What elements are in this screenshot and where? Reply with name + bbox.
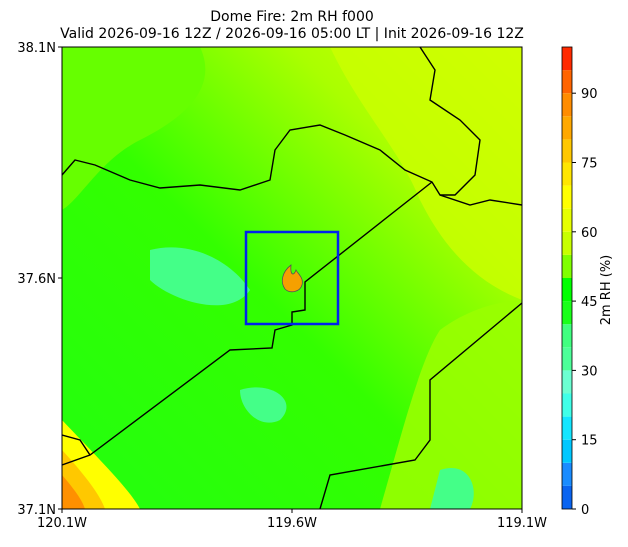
map — [62, 47, 522, 509]
x-tick-label: 120.1W — [37, 516, 87, 531]
colorbar-tick-label: 0 — [581, 503, 589, 518]
colorbar-band — [562, 47, 572, 71]
colorbar-band — [562, 416, 572, 440]
colorbar-band — [562, 208, 572, 232]
colorbar-label: 2m RH (%) — [599, 255, 614, 326]
colorbar-band — [562, 485, 572, 509]
colorbar-band — [562, 462, 572, 486]
colorbar-tick-label: 60 — [581, 226, 598, 241]
colorbar-band — [562, 393, 572, 417]
colorbar-band — [562, 231, 572, 255]
colorbar-band — [562, 278, 572, 302]
colorbar-frame — [561, 46, 573, 510]
y-tick-label: 37.6N — [17, 272, 56, 287]
x-tick-label: 119.6W — [267, 516, 317, 531]
colorbar-tick-label: 30 — [581, 364, 598, 379]
colorbar-band — [562, 254, 572, 278]
title: Dome Fire: 2m RH f000 — [210, 9, 374, 25]
colorbar-band — [562, 370, 572, 394]
colorbar-band — [562, 301, 572, 325]
colorbar-band — [562, 185, 572, 209]
x-tick-label: 119.1W — [497, 516, 547, 531]
colorbar-tick-label: 15 — [581, 434, 598, 449]
colorbar-band — [562, 139, 572, 163]
colorbar-tick-label: 90 — [581, 87, 598, 102]
colorbar-band — [562, 347, 572, 371]
colorbar-tick-label: 75 — [581, 157, 598, 172]
colorbar-band — [562, 116, 572, 140]
colorbar-tick-label: 45 — [581, 295, 598, 310]
y-tick-label: 37.1N — [17, 503, 56, 518]
colorbar-band — [562, 93, 572, 117]
colorbar-band — [562, 324, 572, 348]
y-tick-label: 38.1N — [17, 41, 56, 56]
colorbar-band — [562, 162, 572, 186]
colorbar-band — [562, 439, 572, 463]
colorbar-band — [562, 70, 572, 94]
subtitle: Valid 2026-09-16 12Z / 2026-09-16 05:00 … — [60, 26, 524, 42]
